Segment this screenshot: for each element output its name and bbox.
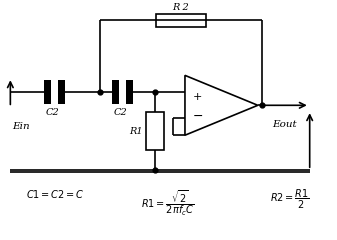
Text: $R2 = \dfrac{R1}{2}$: $R2 = \dfrac{R1}{2}$ [270, 188, 310, 211]
Bar [112, 80, 119, 104]
Text: C2: C2 [46, 108, 60, 117]
Bar [126, 80, 133, 104]
Text: C2: C2 [114, 108, 127, 117]
Text: Ein: Ein [12, 122, 30, 131]
Text: R1: R1 [129, 127, 143, 136]
Polygon shape [185, 75, 258, 135]
Text: −: − [193, 110, 204, 123]
Bar [156, 13, 206, 27]
Text: $C1 = C2 = C$: $C1 = C2 = C$ [26, 188, 85, 200]
Text: +: + [193, 92, 202, 102]
Text: $R1 = \dfrac{\sqrt{2}}{2\pi f_c C}$: $R1 = \dfrac{\sqrt{2}}{2\pi f_c C}$ [141, 188, 195, 217]
Text: Eout: Eout [272, 120, 297, 129]
Bar [58, 80, 65, 104]
Bar [44, 80, 51, 104]
Bar [146, 112, 164, 150]
Text: R 2: R 2 [173, 2, 189, 12]
